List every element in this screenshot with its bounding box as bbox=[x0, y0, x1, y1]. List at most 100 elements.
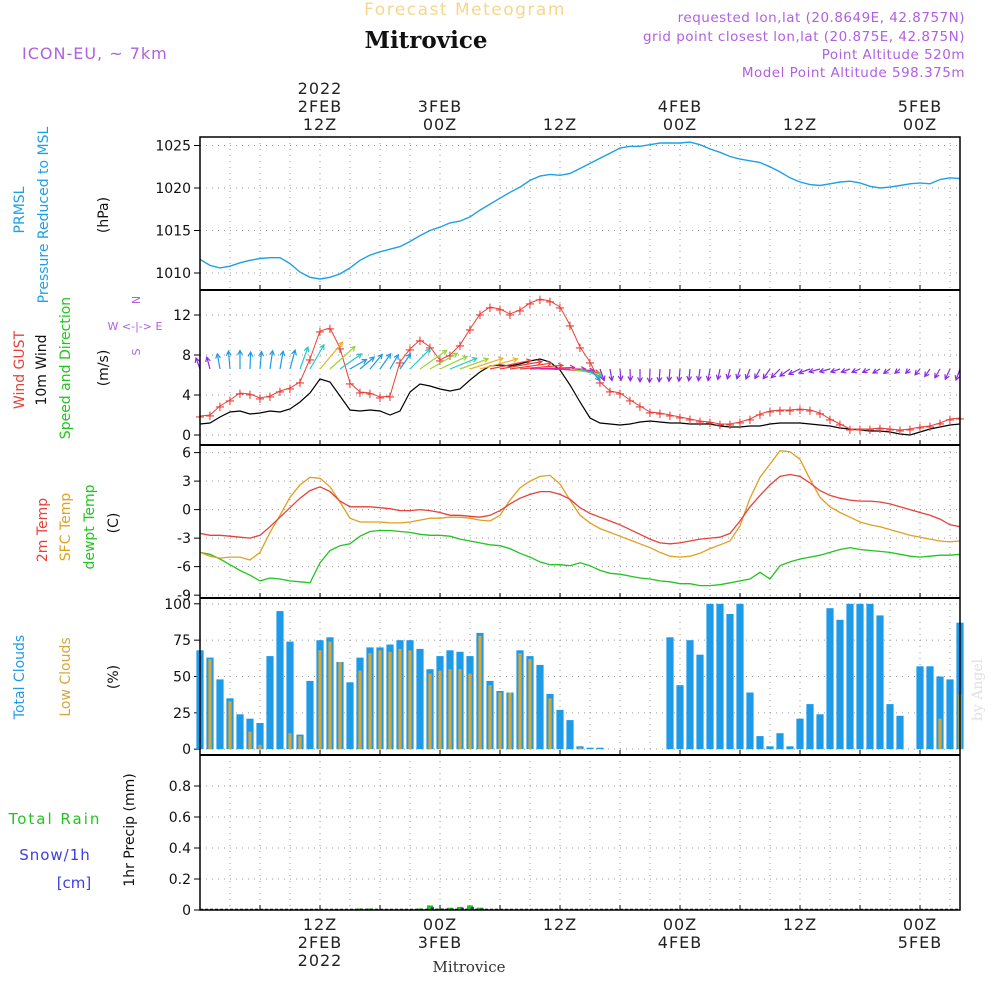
wind-arrow-shaft bbox=[309, 344, 325, 370]
wind-arrow-shaft bbox=[429, 352, 458, 370]
wind-arrow bbox=[237, 349, 243, 369]
wind-arrow-head bbox=[471, 357, 478, 363]
pressure-panel: 1010 1015 1020 1025 bbox=[155, 137, 961, 290]
total-cloud-bar bbox=[876, 615, 884, 750]
wind-arrow-head bbox=[393, 353, 399, 360]
total-cloud-bar bbox=[816, 714, 824, 750]
wind-arrow-shaft bbox=[419, 349, 447, 370]
total-cloud-bar bbox=[716, 603, 724, 750]
wind-arrow-head bbox=[656, 376, 663, 383]
wind-arrow-head bbox=[452, 352, 459, 358]
wind-arrow-shaft bbox=[299, 347, 309, 370]
wind-arrow-head bbox=[617, 375, 624, 382]
wind-arrow bbox=[944, 368, 951, 381]
gust-marker: + bbox=[385, 390, 396, 405]
wind-arrow-shaft bbox=[754, 368, 761, 379]
wind-arrow bbox=[894, 368, 901, 375]
total-cloud-bar bbox=[836, 619, 844, 750]
wind-arrow bbox=[840, 368, 851, 374]
clouds-ylabel: Total Clouds Low Clouds (%) bbox=[12, 635, 122, 720]
gust-marker: + bbox=[555, 301, 566, 316]
wind-arrow bbox=[449, 357, 478, 370]
low-cloud-bar bbox=[478, 635, 482, 750]
wind-arrow-head bbox=[882, 368, 889, 375]
wind-arrow bbox=[509, 360, 553, 370]
low-cloud-bar bbox=[298, 736, 302, 750]
wind-gust-line bbox=[199, 298, 961, 431]
total-cloud-bar bbox=[346, 682, 354, 750]
requested-coords: requested lon,lat (20.8649E, 42.8757N) bbox=[678, 10, 965, 26]
total-cloud-bar bbox=[736, 603, 744, 750]
wind-arrow-head bbox=[356, 353, 363, 359]
compass-we: W <-|-> E bbox=[108, 320, 163, 333]
model-label: ICON-EU, ~ 7km bbox=[22, 44, 168, 63]
total-cloud-bar bbox=[256, 723, 264, 750]
pressure-ylabel: PRMSL Pressure Reduced to MSL (hPa) bbox=[12, 126, 112, 303]
bottom-time-label: 00Z bbox=[423, 915, 457, 934]
low-cloud-bar bbox=[378, 650, 382, 750]
wind-arrow-shaft bbox=[379, 353, 392, 370]
wind-arrow bbox=[215, 352, 221, 370]
wind-arrow-head bbox=[646, 377, 653, 384]
gust-marker: + bbox=[465, 323, 476, 338]
wind-arrow-head bbox=[194, 356, 201, 363]
wind-arrow-shaft bbox=[499, 361, 542, 370]
gust-marker: + bbox=[885, 423, 896, 438]
wind-arrow bbox=[299, 346, 310, 370]
precip-ytick-label: 0.4 bbox=[169, 841, 191, 857]
wind-arrow-shaft bbox=[944, 368, 951, 380]
wind-arrow bbox=[778, 368, 791, 377]
rain-bar bbox=[467, 905, 473, 910]
wind-arrow-shaft bbox=[389, 354, 399, 370]
gust-marker: + bbox=[595, 376, 606, 391]
gust-marker: + bbox=[205, 409, 216, 424]
clouds-ylabel-3: (%) bbox=[106, 665, 122, 689]
wind-arrow-shaft bbox=[798, 368, 811, 374]
wind-arrow-head bbox=[725, 373, 732, 381]
gust-marker: + bbox=[525, 297, 536, 312]
wind-arrow-shaft bbox=[745, 368, 751, 380]
wind-arrow-shaft bbox=[319, 341, 344, 370]
bottom-time-label: 00Z bbox=[663, 915, 697, 934]
wind-arrow-head bbox=[787, 369, 794, 376]
wind-arrow-shaft bbox=[289, 349, 296, 370]
wind-ylabel-3: Speed and Direction bbox=[58, 297, 74, 439]
gust-marker: + bbox=[695, 415, 706, 430]
wind-arrow-shaft bbox=[609, 368, 613, 381]
total-cloud-bar bbox=[596, 747, 604, 750]
wind-arrow-shaft bbox=[409, 348, 431, 370]
gust-marker: + bbox=[915, 421, 926, 436]
clouds-ytick-label: 100 bbox=[164, 597, 191, 613]
gust-marker: + bbox=[715, 418, 726, 433]
low-cloud-bar bbox=[248, 731, 252, 750]
wind-arrow-head bbox=[483, 357, 490, 363]
wind-arrow bbox=[818, 367, 831, 374]
wind-arrow-shaft bbox=[809, 368, 821, 373]
watermark: by Angel bbox=[970, 658, 986, 721]
wind-arrow bbox=[399, 352, 412, 370]
wind-arrow-head bbox=[904, 368, 911, 375]
top-time-label: 12Z bbox=[303, 115, 337, 134]
wind-arrow-head bbox=[762, 373, 769, 380]
wind-arrow-head bbox=[349, 345, 356, 352]
total-cloud-bar bbox=[686, 640, 694, 750]
top-time-label: 12Z bbox=[543, 115, 577, 134]
low-cloud-bar bbox=[338, 662, 342, 750]
total-cloud-bar bbox=[786, 746, 794, 750]
gust-marker: + bbox=[935, 417, 946, 432]
wind-arrow-head bbox=[797, 368, 804, 375]
total-cloud-bar bbox=[866, 603, 874, 750]
low-cloud-bar bbox=[208, 659, 212, 750]
precip-ytick-label: 0.8 bbox=[169, 779, 191, 795]
wind-arrow-shaft bbox=[439, 355, 468, 370]
wind-arrow-shaft bbox=[707, 368, 711, 381]
low-cloud-bar bbox=[398, 648, 402, 750]
gust-marker: + bbox=[835, 418, 846, 433]
wind-arrow-head bbox=[225, 349, 232, 356]
wind-arrow bbox=[359, 356, 376, 370]
gust-marker: + bbox=[815, 407, 826, 422]
top-time-label: 00Z bbox=[903, 115, 937, 134]
